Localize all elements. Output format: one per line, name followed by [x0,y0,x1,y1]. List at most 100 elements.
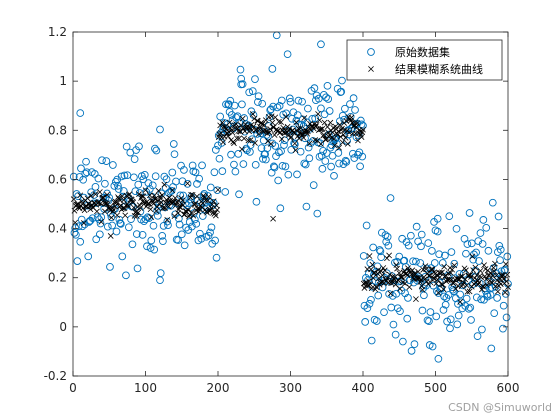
data-point-x [315,111,321,117]
data-point-x [247,137,254,143]
data-point-x [457,299,464,305]
data-point-circle [144,179,153,187]
data-point-x [346,129,353,136]
data-point-circle [74,222,83,231]
data-point-circle [97,213,106,222]
data-point-circle [438,259,447,267]
data-point-x [77,192,84,199]
data-point-circle [446,324,454,333]
data-point-circle [496,245,505,254]
data-point-circle [293,111,302,119]
data-point-x [245,137,252,144]
data-point-circle [275,102,284,110]
data-point-x [491,268,498,275]
data-point-circle [263,144,272,153]
data-point-x [440,286,447,293]
data-point-x [423,266,429,272]
data-point-x [122,212,129,219]
data-point-x [406,284,413,290]
data-point-circle [462,249,470,258]
data-point-circle [370,315,379,324]
data-point-circle [130,173,138,182]
data-point-circle [169,140,178,148]
data-point-x [331,142,338,149]
data-point-x [125,203,131,210]
data-point-circle [434,354,443,363]
data-point-circle [147,236,156,245]
data-point-circle [197,234,206,243]
data-point-x [468,274,474,280]
data-point-x [401,267,408,274]
data-point-circle [281,162,290,171]
data-point-circle [469,255,478,264]
data-point-circle [306,139,315,147]
data-point-circle [363,304,372,312]
data-point-x [437,270,444,276]
data-point-circle [399,337,407,346]
data-point-x [429,266,436,273]
data-point-circle [204,192,212,200]
data-point-circle [503,252,512,261]
data-point-circle [472,248,480,257]
data-point-x [154,197,161,204]
data-point-x [185,207,192,213]
data-point-x [188,191,195,198]
data-point-circle [192,219,201,228]
data-point-circle [232,113,240,122]
data-point-x [175,210,182,216]
data-point-circle [502,313,511,322]
data-point-circle [474,237,483,245]
data-point-circle [151,144,159,153]
data-point-x [497,281,504,288]
data-point-circle [251,75,259,83]
data-point-circle [488,283,496,292]
data-point-circle [325,107,334,115]
data-point-x [233,121,240,127]
data-point-circle [155,200,164,209]
data-point-x [229,129,236,136]
data-point-x [297,125,304,131]
data-point-circle [259,155,267,163]
data-point-circle [354,131,363,140]
data-point-circle [335,159,343,168]
data-point-circle [230,101,239,110]
data-point-circle [163,217,172,226]
data-point-circle [182,223,190,232]
data-point-x [200,192,207,199]
data-point-x [449,266,456,273]
data-point-x [442,272,449,279]
data-point-circle [238,100,246,109]
data-point-x [113,199,120,206]
x-tick-label: 0 [69,381,77,395]
data-point-x [189,191,196,198]
data-point-x [138,193,145,200]
data-point-x [354,120,361,126]
data-point-x [312,137,319,143]
data-point-circle [446,315,455,324]
data-point-circle [156,276,164,285]
data-point-x [292,147,299,154]
data-point-circle [183,180,192,188]
data-point-circle [221,188,230,196]
data-point-circle [262,155,270,164]
y-tick-label: 0.4 [48,222,67,236]
data-point-x [454,276,461,282]
data-point-circle [386,194,395,202]
data-point-circle [277,96,286,105]
data-point-circle [320,91,328,99]
data-point-circle [156,125,164,134]
data-point-x [313,121,320,128]
data-point-x [222,124,229,130]
data-point-x [318,141,324,147]
data-point-x [389,273,396,280]
legend-label-fuzzy-result: 结果模糊系统曲线 [395,62,483,76]
data-point-x [213,202,220,209]
data-point-x [238,122,245,129]
data-point-circle [305,154,314,163]
data-point-x [280,124,287,131]
data-point-circle [206,183,215,192]
data-point-x [219,119,226,126]
y-tick-label: 0.8 [48,123,67,137]
data-point-x [137,205,144,211]
data-point-x [366,253,373,259]
